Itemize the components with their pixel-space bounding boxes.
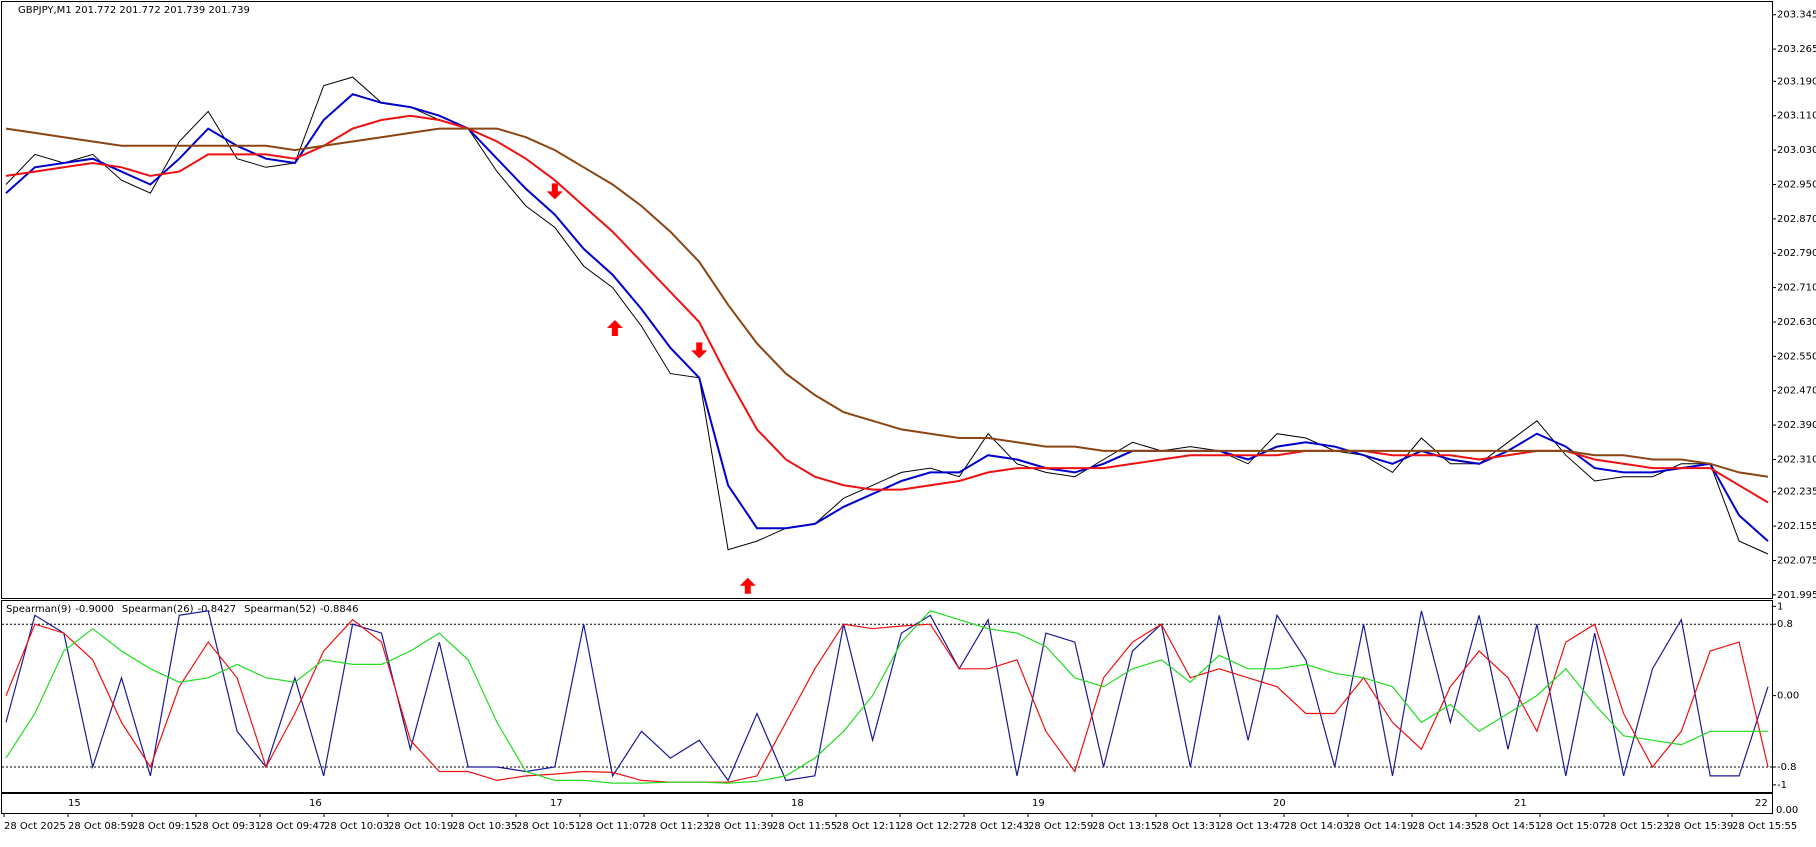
x-axis-frame — [1, 793, 1773, 814]
series-line — [5, 127, 1769, 478]
x-tick-label: 28 Oct 11:55 — [772, 821, 837, 832]
day-label: 16 — [309, 798, 322, 809]
x-tick-label: 28 Oct 15:23 — [1604, 821, 1669, 832]
y-tick-label: 202.950 — [1777, 179, 1816, 190]
day-label: 19 — [1032, 798, 1045, 809]
x-tick-label: 28 Oct 13:31 — [1156, 821, 1221, 832]
day-label: 18 — [791, 798, 804, 809]
series-line — [5, 618, 1769, 783]
price-panel-frame — [1, 1, 1773, 599]
y-tick-label: 202.235 — [1777, 487, 1816, 498]
legend-name: Spearman(26) — [122, 604, 194, 615]
y-tick-label: -1 — [1777, 780, 1787, 791]
x-tick-label: 28 Oct 12:59 — [1028, 821, 1093, 832]
legend-value: -0.8846 — [320, 604, 359, 615]
y-tick-label: 203.030 — [1777, 145, 1816, 156]
y-tick-label: 202.155 — [1777, 521, 1816, 532]
y-tick-label: 202.710 — [1777, 283, 1816, 294]
legend-name: Spearman(52) — [244, 604, 316, 615]
x-tick-label: 28 Oct 11:07 — [580, 821, 645, 832]
y-tick-label: 203.265 — [1777, 44, 1816, 55]
x-tick-label: 28 Oct 13:47 — [1220, 821, 1285, 832]
legend-value: -0.8427 — [198, 604, 237, 615]
x-tick-label: 28 Oct 14:19 — [1348, 821, 1413, 832]
y-tick-label: 1 — [1777, 601, 1783, 612]
x-tick-label: 28 Oct 10:51 — [516, 821, 581, 832]
x-tick-label: 28 Oct 10:35 — [452, 821, 517, 832]
x-tick-label: 28 Oct 14:35 — [1412, 821, 1477, 832]
day-label: 21 — [1514, 798, 1527, 809]
y-tick-label: 202.470 — [1777, 386, 1816, 397]
y-tick-label: 202.630 — [1777, 317, 1816, 328]
series-line — [5, 610, 1768, 784]
day-label: 22 — [1755, 798, 1768, 809]
x-tick-label: 28 Oct 14:51 — [1476, 821, 1541, 832]
signal-arrow — [546, 183, 563, 200]
indicator-panel-frame — [1, 600, 1773, 793]
day-label: 17 — [550, 798, 563, 809]
y-tick-label: 0.00 — [1777, 691, 1799, 702]
x-tick-label: 28 Oct 2025 — [4, 821, 66, 832]
legend-name: Spearman(9) — [6, 604, 71, 615]
day-label: 15 — [68, 798, 81, 809]
chart-title: GBPJPY,M1 201.772 201.772 201.739 201.73… — [18, 5, 250, 16]
y-tick-label: 202.390 — [1777, 420, 1816, 431]
x-tick-label: 28 Oct 11:23 — [644, 821, 709, 832]
x-tick-label: 28 Oct 13:15 — [1092, 821, 1157, 832]
scale-floor-label: 0.00 — [1776, 805, 1798, 816]
y-tick-label: -0.8 — [1777, 762, 1797, 773]
series-line — [5, 610, 1769, 782]
y-tick-label: 203.190 — [1777, 76, 1816, 87]
legend-value: -0.9000 — [75, 604, 114, 615]
y-tick-label: 202.790 — [1777, 248, 1816, 259]
indicator-legend: Spearman(9) -0.9000 Spearman(26) -0.8427 Spe… — [6, 604, 358, 615]
x-tick-label: 28 Oct 15:55 — [1732, 821, 1797, 832]
x-tick-label: 28 Oct 10:19 — [388, 821, 453, 832]
y-tick-label: 203.345 — [1777, 10, 1816, 21]
x-tick-label: 28 Oct 09:47 — [260, 821, 325, 832]
y-tick-label: 202.075 — [1777, 555, 1816, 566]
day-label: 20 — [1273, 798, 1286, 809]
x-tick-label: 28 Oct 15:07 — [1540, 821, 1605, 832]
x-tick-label: 28 Oct 14:03 — [1284, 821, 1349, 832]
signal-arrow — [691, 342, 708, 359]
y-tick-label: 203.110 — [1777, 111, 1816, 122]
x-tick-label: 28 Oct 12:27 — [900, 821, 965, 832]
y-tick-label: 201.995 — [1777, 590, 1816, 601]
x-tick-label: 28 Oct 08:59 — [68, 821, 133, 832]
y-tick-label: 202.310 — [1777, 454, 1816, 465]
signal-arrow — [739, 577, 756, 594]
y-tick-label: 202.550 — [1777, 351, 1816, 362]
x-tick-label: 28 Oct 09:15 — [132, 821, 197, 832]
signal-arrow — [606, 319, 623, 336]
x-tick-label: 28 Oct 09:31 — [196, 821, 261, 832]
y-tick-label: 0.8 — [1777, 619, 1793, 630]
series-line — [5, 114, 1769, 504]
x-tick-label: 28 Oct 12:43 — [964, 821, 1029, 832]
y-tick-label: 202.870 — [1777, 214, 1816, 225]
x-tick-label: 28 Oct 12:11 — [836, 821, 901, 832]
x-tick-label: 28 Oct 15:39 — [1668, 821, 1733, 832]
x-tick-label: 28 Oct 10:03 — [324, 821, 389, 832]
x-tick-label: 28 Oct 11:39 — [708, 821, 773, 832]
